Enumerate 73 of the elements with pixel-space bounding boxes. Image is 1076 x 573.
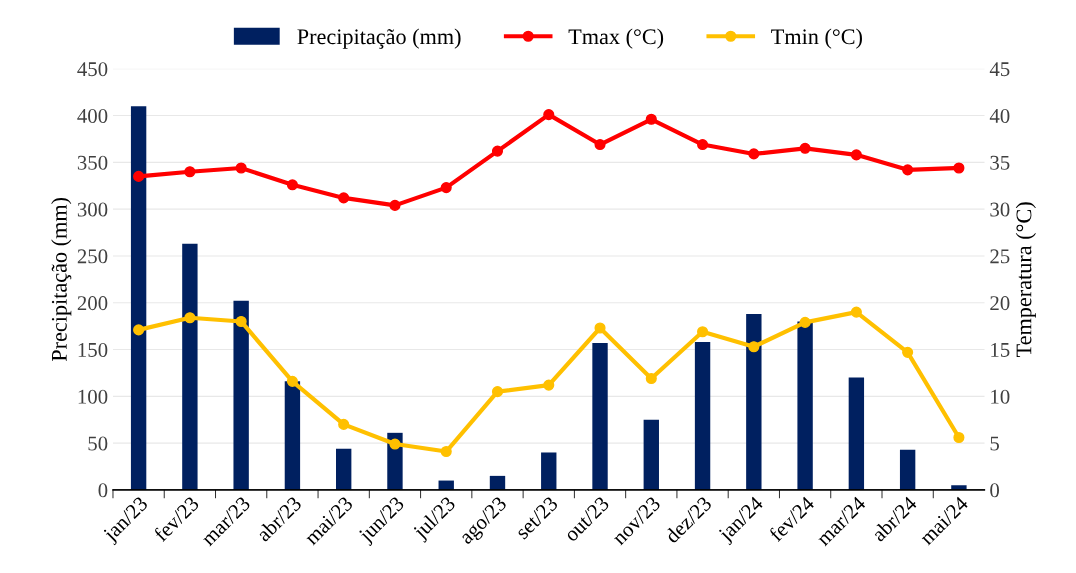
- y2-tick-label: 10: [991, 389, 1010, 404]
- point: [748, 148, 760, 160]
- legend-label: Tmax (°C): [568, 28, 664, 49]
- point: [286, 179, 298, 191]
- legend-label: Tmin (°C): [771, 28, 862, 49]
- bar: [643, 419, 659, 490]
- y-tick-label: 450: [77, 62, 108, 77]
- y2-tick-label: 30: [990, 202, 1010, 217]
- point: [133, 324, 145, 336]
- y2-tick-label: 0: [990, 483, 1000, 498]
- y2-tick-label: 15: [991, 343, 1010, 357]
- point: [902, 346, 914, 358]
- point: [850, 149, 862, 161]
- point: [184, 312, 196, 324]
- bar: [233, 300, 249, 490]
- bar: [592, 342, 608, 490]
- y-tick-label: 50: [88, 436, 108, 451]
- point: [491, 386, 504, 398]
- point: [902, 164, 914, 176]
- y-tick-label: 400: [77, 108, 108, 123]
- point: [543, 109, 555, 121]
- bar: [899, 449, 916, 490]
- bar: [746, 313, 762, 490]
- bar: [489, 475, 506, 490]
- y2-tick-label: 45: [989, 62, 1010, 77]
- y2-axis-title: Temperatura (°C): [1015, 202, 1036, 357]
- point: [594, 322, 606, 334]
- point: [645, 372, 657, 385]
- y2-tick-label: 5: [990, 436, 999, 451]
- point: [953, 162, 965, 174]
- y2-tick-label: 20: [990, 296, 1010, 311]
- point: [491, 145, 504, 157]
- bar: [284, 381, 301, 490]
- point: [389, 438, 401, 450]
- y-axis-title: Precipitação (mm): [51, 197, 72, 362]
- point: [338, 192, 350, 204]
- y-tick-label: 350: [77, 155, 108, 170]
- point: [645, 113, 657, 125]
- point: [953, 431, 965, 444]
- bar: [797, 321, 813, 490]
- point: [440, 182, 452, 194]
- point: [543, 379, 555, 391]
- point: [235, 162, 247, 174]
- point: [594, 139, 606, 151]
- point: [748, 341, 760, 353]
- point: [697, 326, 709, 338]
- point: [235, 315, 247, 328]
- y-tick-label: 300: [77, 202, 108, 217]
- bar: [130, 106, 147, 490]
- point: [799, 142, 811, 154]
- y2-tick-label: 35: [990, 155, 1010, 170]
- point: [133, 170, 145, 182]
- bar: [541, 452, 557, 490]
- bar: [336, 448, 352, 490]
- bar: [182, 243, 198, 490]
- legend-label: Precipitação (mm): [297, 28, 461, 49]
- y-tick-label: 150: [78, 342, 108, 357]
- y-tick-label: 0: [98, 483, 108, 498]
- point: [184, 166, 196, 178]
- bar: [694, 342, 711, 490]
- point: [799, 316, 811, 328]
- y-tick-label: 200: [77, 296, 108, 311]
- point: [338, 418, 350, 430]
- point: [697, 139, 709, 151]
- point: [389, 199, 401, 211]
- point: [286, 375, 298, 387]
- bar: [848, 377, 865, 490]
- y2-tick-label: 25: [990, 249, 1010, 264]
- y2-tick-label: 40: [989, 108, 1010, 123]
- point: [440, 445, 452, 458]
- point: [850, 306, 862, 318]
- y-tick-label: 100: [78, 389, 108, 404]
- y-tick-label: 250: [77, 249, 108, 264]
